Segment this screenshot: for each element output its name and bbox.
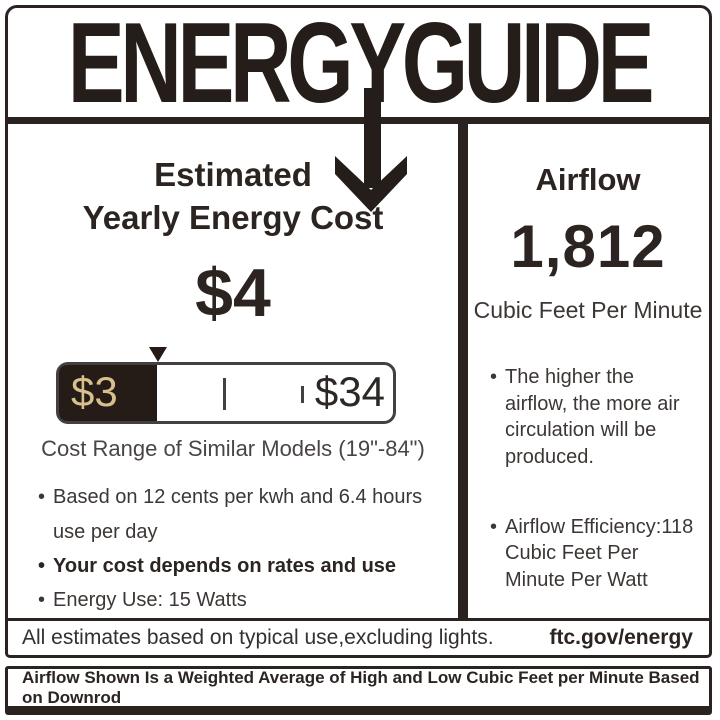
- range-fill: $3: [59, 365, 157, 422]
- cost-heading: Estimated Yearly Energy Cost: [8, 154, 458, 240]
- range-marker-icon: [149, 347, 167, 363]
- range-max-label: $34: [314, 368, 385, 416]
- range-caption: Cost Range of Similar Models (19"-84"): [41, 436, 425, 462]
- cost-heading-line1: Estimated: [154, 156, 312, 194]
- airflow-heading: Airflow: [535, 162, 641, 198]
- airflow-unit: Cubic Feet Per Minute: [473, 297, 703, 324]
- bullet-text: Airflow Efficiency:118 Cubic Feet Per Mi…: [505, 516, 694, 591]
- energy-guide-label: ENERGYGUIDE Estimated Yearly Energy Cost…: [5, 5, 712, 658]
- energyguide-logo: ENERGYGUIDE: [67, 0, 654, 127]
- airflow-bullet-list: • The higher the airflow, the more air c…: [490, 364, 698, 593]
- bullet-icon: •: [38, 486, 46, 509]
- cost-bullet-list: • Based on 12 cents per kwh and 6.4 hour…: [38, 480, 450, 618]
- estimates-footer: All estimates based on typical use,exclu…: [8, 617, 709, 655]
- range-tick-icon: [223, 378, 226, 411]
- yearly-cost-value: $4: [195, 255, 271, 332]
- list-item: • Your cost depends on rates and use: [38, 549, 450, 583]
- airflow-value: 1,812: [510, 213, 666, 281]
- range-tick-icon: [301, 386, 304, 404]
- label-header: ENERGYGUIDE: [8, 0, 709, 127]
- ftc-website-text: ftc.gov/energy: [549, 625, 693, 649]
- bullet-icon: •: [38, 555, 46, 578]
- cost-heading-line2: Yearly Energy Cost: [82, 199, 384, 237]
- bullet-icon: •: [490, 516, 498, 539]
- header-divider-band: [8, 117, 709, 125]
- list-item: • Energy Use: 15 Watts: [38, 583, 450, 617]
- bullet-text: Based on 12 cents per kwh and 6.4 hours …: [53, 486, 423, 543]
- energy-cost-panel: Estimated Yearly Energy Cost $4 $3 $34 C…: [8, 124, 458, 617]
- bullet-text: Your cost depends on rates and use: [53, 555, 397, 578]
- bullet-icon: •: [38, 589, 46, 612]
- bullet-icon: •: [490, 366, 498, 389]
- estimates-note: All estimates based on typical use,exclu…: [22, 625, 494, 649]
- airflow-panel: Airflow 1,812 Cubic Feet Per Minute • Th…: [468, 124, 708, 617]
- airflow-note-text: Airflow Shown Is a Weighted Average of H…: [22, 667, 700, 707]
- label-main: Estimated Yearly Energy Cost $4 $3 $34 C…: [8, 124, 709, 618]
- list-item: • The higher the airflow, the more air c…: [490, 364, 698, 470]
- range-min-label: $3: [71, 368, 118, 416]
- panel-divider: [458, 124, 468, 618]
- list-item: • Airflow Efficiency:118 Cubic Feet Per …: [490, 514, 698, 593]
- cost-range-bar: $3 $34: [56, 347, 396, 425]
- airflow-note-box: Airflow Shown Is a Weighted Average of H…: [5, 666, 712, 715]
- bullet-text: Energy Use: 15 Watts: [53, 589, 247, 612]
- list-item: • Based on 12 cents per kwh and 6.4 hour…: [38, 480, 450, 549]
- bullet-text: The higher the airflow, the more air cir…: [505, 366, 680, 468]
